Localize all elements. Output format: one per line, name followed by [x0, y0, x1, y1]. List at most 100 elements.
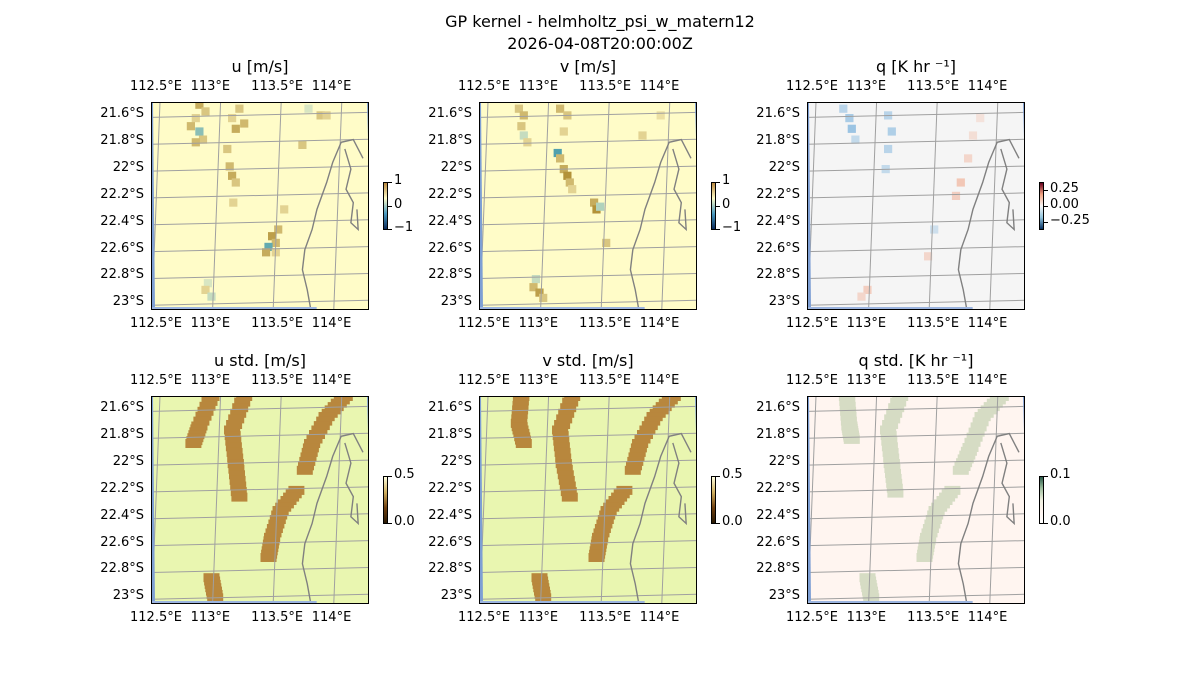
lat-tick-label: 22.6°S	[756, 240, 800, 256]
std-cell	[886, 483, 903, 493]
data-cell	[565, 178, 574, 187]
data-cell	[523, 138, 532, 147]
std-cell	[883, 453, 900, 463]
std-cell	[230, 481, 247, 491]
lat-tick-label: 21.8°S	[100, 427, 144, 443]
std-cell	[511, 409, 528, 419]
std-cell	[885, 473, 902, 483]
colorbar-tick-label: −1	[394, 220, 414, 235]
std-cell	[843, 434, 860, 444]
colorbar-tick-label: 1	[394, 173, 403, 188]
lat-tick-label: 21.8°S	[428, 133, 472, 149]
colorbar	[711, 182, 716, 230]
std-cell	[226, 447, 243, 457]
lat-tick-label: 22.8°S	[428, 561, 472, 577]
data-cell	[529, 283, 538, 292]
std-cell	[881, 436, 898, 446]
parallel-line	[151, 192, 369, 199]
meridian-line	[868, 396, 878, 604]
data-cell	[556, 104, 565, 113]
meridian-line	[989, 102, 999, 310]
std-cell	[197, 406, 214, 416]
colorbar-tick-label: 0.0	[1050, 514, 1071, 529]
lon-tick-label: 114°E	[967, 79, 1008, 94]
lon-tick-label: 113°E	[518, 610, 559, 625]
lon-tick-label: 113.5°E	[907, 610, 960, 625]
data-cell	[228, 171, 237, 180]
data-cell	[514, 104, 523, 113]
lat-tick-label: 21.8°S	[756, 427, 800, 443]
data-cell	[268, 232, 277, 241]
data-cell	[887, 127, 896, 136]
lat-tick-label: 22°S	[768, 454, 800, 470]
lat-tick-label: 22.2°S	[756, 186, 800, 202]
std-cell	[225, 436, 242, 446]
std-cell	[890, 397, 907, 407]
colorbar-tick-mark	[388, 523, 392, 524]
lon-tick-label: 112.5°E	[458, 316, 510, 331]
map-canvas	[151, 396, 369, 604]
lat-tick-label: 22.2°S	[428, 480, 472, 496]
lat-tick-label: 21.8°S	[756, 133, 800, 149]
colorbar-tick-mark	[716, 476, 720, 477]
lon-tick-label: 113°E	[846, 610, 887, 625]
map-panel	[807, 102, 1025, 310]
data-cell	[964, 154, 973, 163]
std-cell	[185, 439, 202, 448]
lat-tick-label: 22.6°S	[756, 534, 800, 550]
data-cell	[225, 162, 234, 171]
std-cell	[559, 481, 576, 491]
data-cell	[884, 144, 893, 154]
std-cell	[881, 442, 898, 452]
std-cell	[552, 425, 569, 435]
lat-tick-label: 22.6°S	[100, 240, 144, 256]
data-cell	[201, 107, 210, 116]
lon-tick-label: 113.5°E	[579, 316, 632, 331]
std-cell	[558, 408, 575, 418]
coastline	[629, 138, 692, 310]
std-cell	[234, 397, 251, 407]
data-cell	[951, 191, 961, 200]
std-cell	[228, 464, 245, 474]
data-cell	[519, 111, 528, 120]
parallel-line	[151, 459, 369, 466]
data-cell	[198, 135, 208, 144]
std-cell	[552, 431, 569, 441]
data-cell	[298, 140, 307, 149]
meridian-line	[212, 396, 222, 604]
data-cell	[228, 114, 237, 123]
colorbar-tick-mark	[1044, 476, 1048, 477]
parallel-line	[151, 219, 369, 226]
panel-title: v std. [m/s]	[542, 351, 634, 370]
data-cell	[656, 111, 665, 120]
std-cell	[840, 416, 857, 426]
std-cell	[887, 488, 904, 498]
std-cell	[554, 447, 571, 457]
std-cell	[226, 420, 243, 429]
lat-tick-label: 21.6°S	[756, 400, 800, 416]
data-cell	[602, 238, 611, 247]
colorbar-tick-label: 0	[722, 197, 731, 212]
std-cell	[628, 452, 645, 462]
lon-tick-label: 112.5°E	[786, 79, 838, 94]
data-cell	[322, 111, 331, 120]
colorbar	[383, 476, 388, 524]
lon-tick-label: 114°E	[639, 610, 680, 625]
std-cell	[624, 465, 641, 475]
data-cell	[839, 104, 848, 113]
data-cell	[201, 285, 210, 294]
data-cell	[231, 178, 240, 187]
std-cell	[553, 436, 570, 446]
lon-tick-label: 113.5°E	[907, 316, 960, 331]
map-background	[807, 396, 1025, 604]
data-cell	[539, 293, 548, 302]
lon-tick-label: 113.5°E	[907, 79, 960, 94]
std-cell	[227, 453, 244, 463]
lat-tick-label: 22.8°S	[100, 267, 144, 283]
lon-tick-label: 113.5°E	[251, 316, 304, 331]
std-cell	[556, 414, 573, 424]
lon-tick-label: 113°E	[518, 373, 559, 388]
std-cell	[970, 422, 987, 432]
std-cell	[302, 443, 319, 453]
data-cell	[195, 102, 204, 109]
